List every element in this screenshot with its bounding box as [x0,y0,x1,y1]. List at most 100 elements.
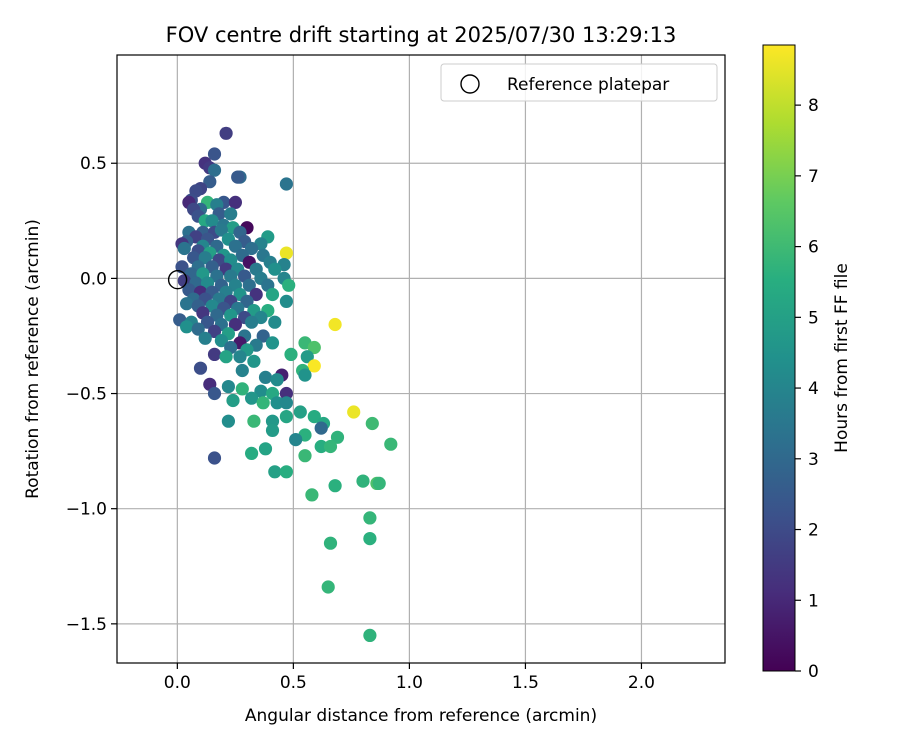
data-point [365,416,379,431]
data-point [226,393,240,408]
data-point [265,336,280,350]
data-point [279,294,293,308]
data-point [298,368,312,382]
y-tick-label: 0.5 [80,154,107,174]
reference-platepar-marker [167,270,188,290]
data-point [231,170,245,184]
data-point [207,163,222,177]
data-point [300,350,314,364]
data-point [305,488,319,502]
data-point [203,175,217,189]
data-point [323,536,338,550]
colorbar-tick-label: 0 [808,662,819,682]
data-point [265,414,280,428]
colorbar-tick-label: 2 [808,521,819,541]
data-point [242,278,256,292]
data-point [258,442,273,456]
data-point [249,287,263,302]
data-point [221,414,235,428]
data-point [356,474,370,488]
x-tick-label: 0.0 [164,673,191,693]
data-point [247,354,261,368]
data-point [224,207,238,221]
x-tick-label: 1.5 [512,673,539,693]
data-point [219,126,233,140]
data-point [221,380,235,394]
data-point [258,370,273,384]
data-point [214,334,228,348]
data-point [256,396,270,410]
data-point [347,405,361,419]
data-point [314,421,328,435]
data-point [314,439,328,454]
data-point [298,449,312,463]
legend-box [440,63,718,102]
data-point [268,465,282,479]
x-axis-ticks: 0.0 0.5 1.0 1.5 2.0 [164,663,655,693]
data-point [279,177,293,191]
y-tick-label: 0.0 [80,269,107,289]
data-point [245,391,259,405]
colorbar-label: Hours from first FF file [832,263,852,453]
plot-frame [116,54,726,664]
data-point [177,241,191,256]
data-point [279,386,293,401]
data-point [207,386,222,401]
data-point [254,384,268,398]
data-point [268,315,282,329]
data-point [193,361,208,375]
y-axis-label: Rotation from reference (arcmin) [23,219,43,499]
data-point [268,262,282,276]
data-point [240,294,254,308]
data-point [233,350,247,364]
data-point [207,451,222,465]
data-point [198,331,212,345]
data-point [307,340,321,355]
colorbar-tick-label: 7 [808,167,819,187]
data-point [279,396,293,410]
grid-lines [117,55,725,663]
y-tick-label: −0.5 [66,385,107,405]
colorbar-tick-label: 8 [808,96,819,116]
data-point [205,214,219,228]
colorbar-tick-label: 4 [808,379,819,399]
data-point [245,446,259,460]
data-point [245,315,259,329]
data-point [207,347,222,361]
data-point [293,405,307,419]
x-tick-label: 0.5 [280,673,307,693]
data-point [279,246,293,260]
data-points [173,126,398,643]
data-point [219,350,233,364]
data-point [372,476,386,490]
data-point [363,628,377,643]
data-point [245,241,259,256]
colorbar-tick-label: 3 [808,450,819,470]
data-point [191,322,205,336]
data-point [328,317,342,332]
y-tick-label: −1.5 [66,615,107,635]
legend-entry-label: Reference platepar [507,75,669,95]
data-point [279,465,293,479]
data-point [228,239,242,253]
x-tick-label: 1.0 [396,673,423,693]
data-point [307,359,321,373]
colorbar-tick-label: 6 [808,238,819,258]
data-point [198,251,212,265]
data-point [265,423,280,437]
data-point [207,324,222,338]
data-point [235,363,249,378]
data-point [279,410,293,424]
data-point [270,373,284,387]
data-point [214,223,228,237]
data-point [323,439,338,454]
colorbar-gradient [762,44,796,672]
y-tick-label: −1.0 [66,500,107,520]
data-point [247,414,261,428]
data-point [228,317,242,332]
data-point [235,382,249,396]
data-point [270,396,284,410]
data-point [363,532,377,546]
colorbar-tick-label: 1 [808,591,819,611]
